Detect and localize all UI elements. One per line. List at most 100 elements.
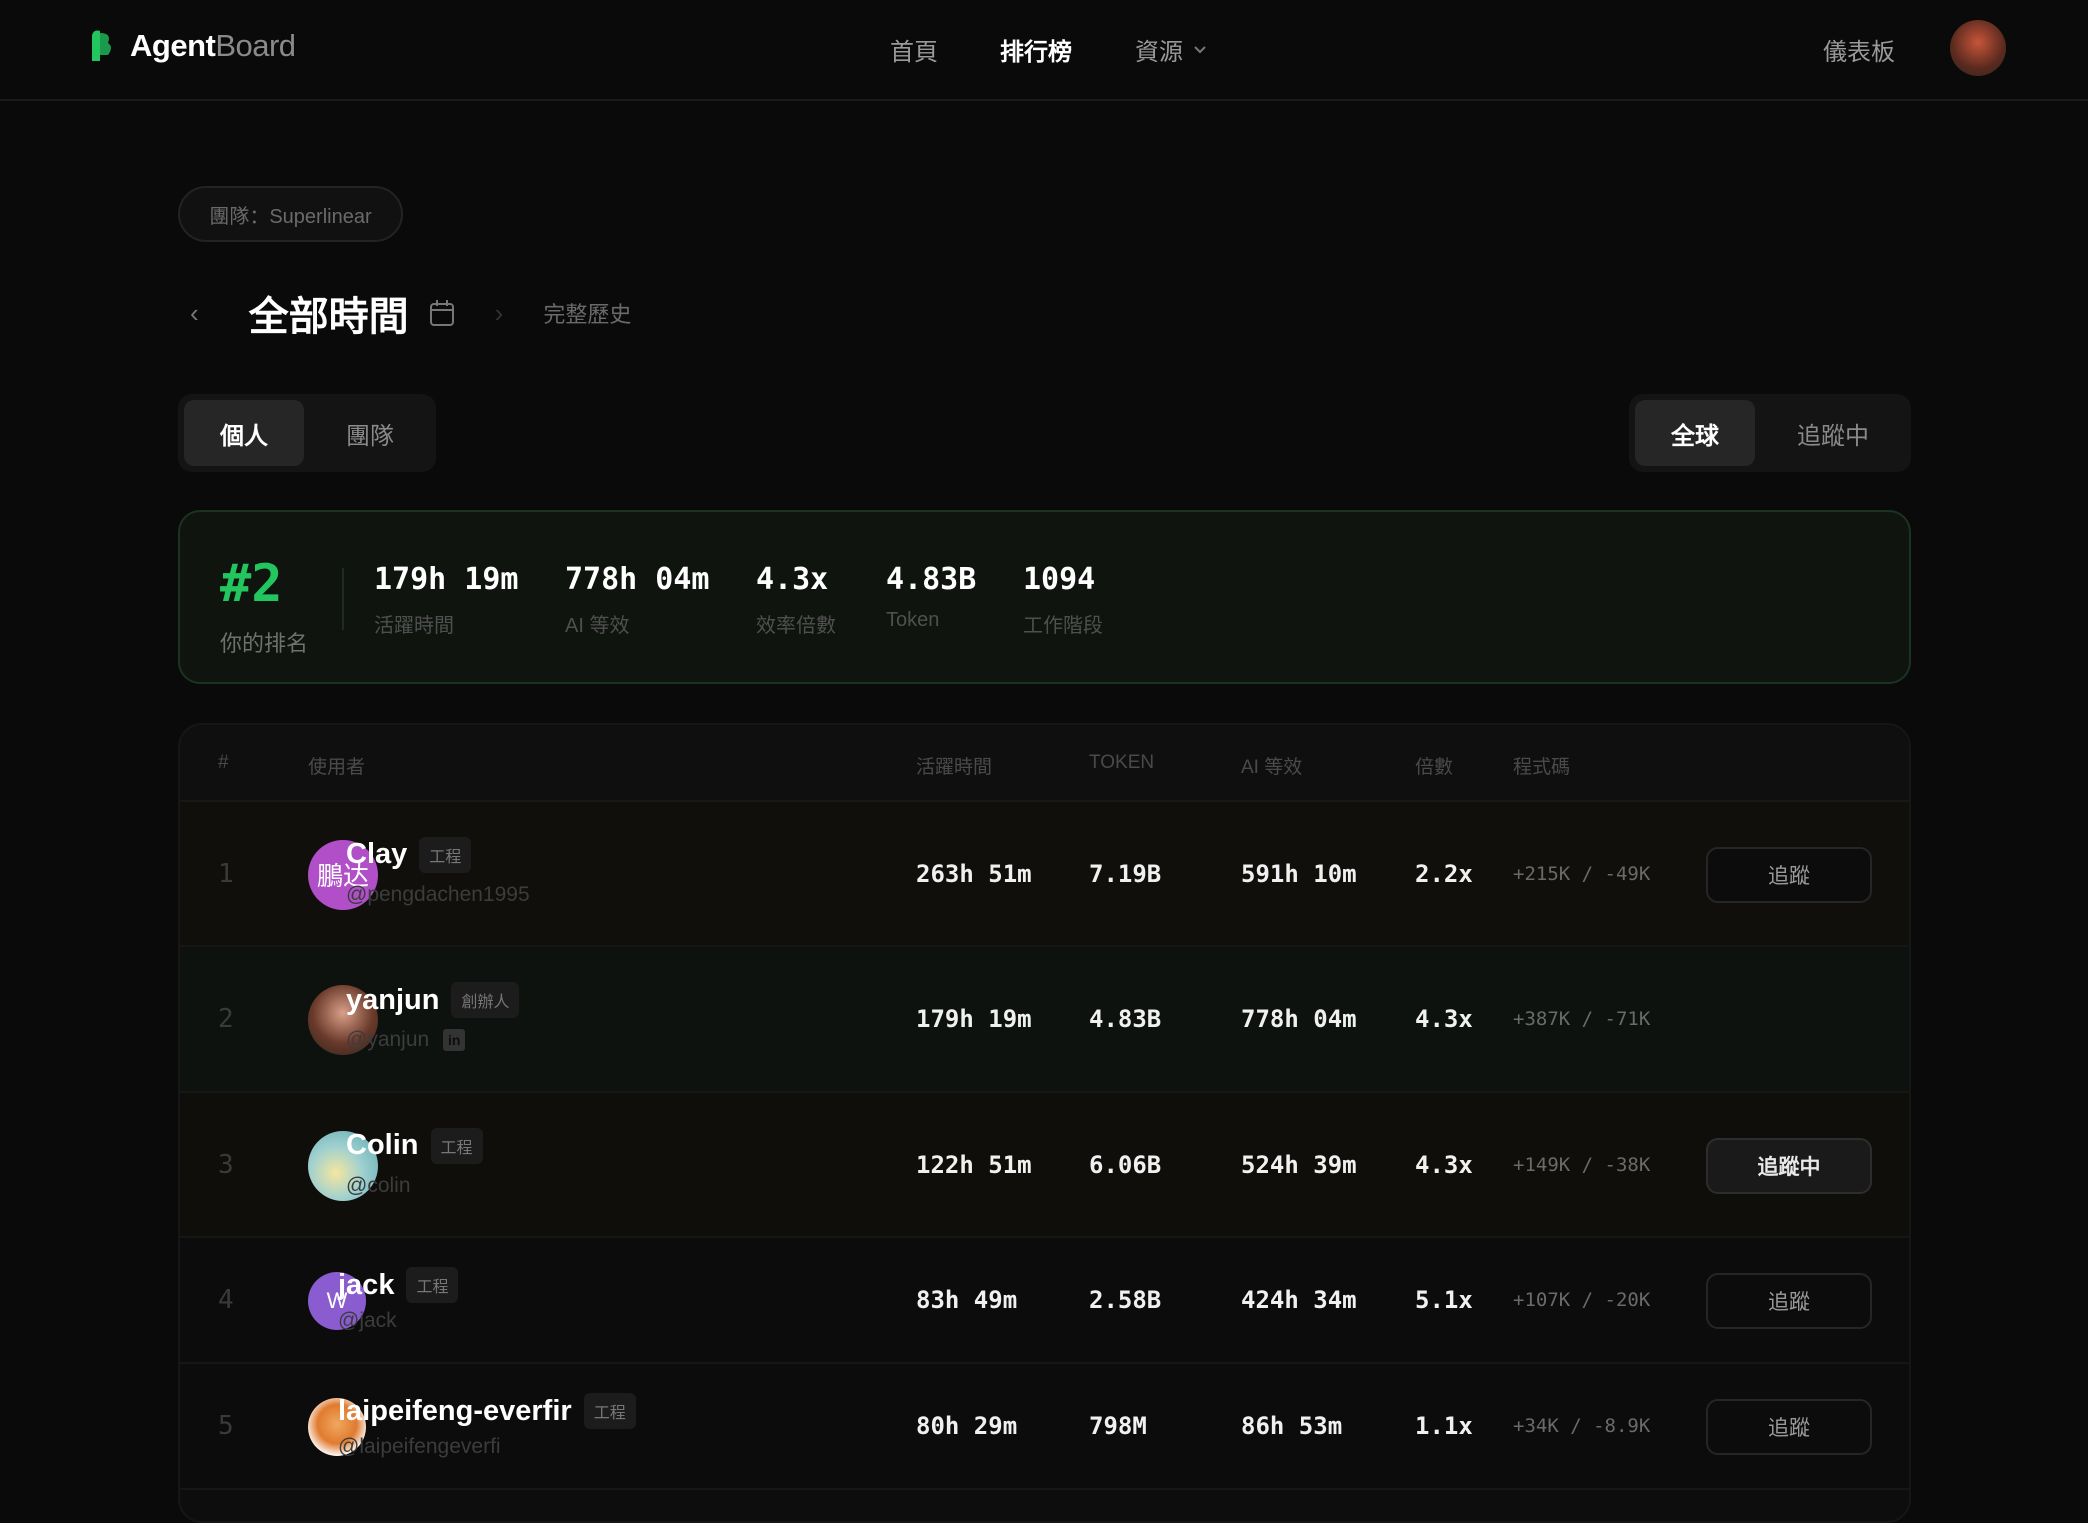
rank-number: 2 (218, 1004, 234, 1034)
nav-resources[interactable]: 資源 (1135, 32, 1207, 67)
multiplier: 2.2x (1415, 859, 1473, 888)
nav-home[interactable]: 首頁 (890, 39, 938, 66)
calendar-icon[interactable] (429, 299, 455, 327)
tab-following[interactable]: 追蹤中 (1797, 422, 1869, 450)
code-diff: +34K / -8.9K (1513, 1415, 1651, 1437)
avatar[interactable] (308, 1398, 366, 1456)
avatar[interactable]: 鵬达 (308, 839, 378, 910)
user-name[interactable]: jack 工程 (338, 1267, 459, 1303)
tab-team[interactable]: 團隊 (346, 422, 394, 450)
user-name-text: jack (338, 1268, 395, 1301)
stat-value: 778h 04m (565, 562, 710, 597)
rank-number: 3 (218, 1149, 234, 1180)
role-tag: 創辦人 (451, 982, 520, 1018)
role-tag: 工程 (583, 1393, 636, 1429)
brand-name-light: Board (215, 28, 296, 63)
stat-ai-equivalent: 778h 04m AI 等效 (565, 562, 710, 638)
chevron-down-icon (1194, 45, 1206, 53)
code-diff: +107K / -20K (1513, 1289, 1651, 1311)
col-ai[interactable]: AI 等效 (1241, 757, 1303, 778)
user-name-text: Clay (346, 838, 408, 870)
nav-dashboard[interactable]: 儀表板 (1823, 39, 1895, 66)
rank-number: 1 (218, 858, 234, 889)
chevron-left-icon[interactable]: ‹ (190, 297, 199, 328)
following-button[interactable]: 追蹤中 (1706, 1137, 1872, 1194)
table-header: # 使用者 活躍時間 TOKEN AI 等效 倍數 程式碼 (180, 725, 1909, 802)
follow-button[interactable]: 追蹤 (1706, 1399, 1872, 1455)
top-nav: AgentBoard 首頁 排行榜 資源 儀表板 (0, 0, 2088, 101)
chevron-right-icon[interactable]: › (494, 297, 504, 328)
ai-equivalent: 778h 04m (1241, 1005, 1357, 1033)
user-avatar[interactable] (1950, 20, 2006, 76)
col-active[interactable]: 活躍時間 (916, 757, 993, 778)
logo-icon (92, 30, 111, 61)
user-name[interactable]: Colin 工程 (346, 1127, 483, 1164)
col-code[interactable]: 程式碼 (1513, 757, 1571, 778)
ai-equivalent: 524h 39m (1241, 1150, 1357, 1179)
token-count: 2.58B (1089, 1286, 1162, 1314)
token-count: 798M (1089, 1412, 1147, 1440)
role-tag: 工程 (406, 1267, 459, 1303)
my-rank-value: #2 (220, 554, 283, 614)
active-time: 179h 19m (916, 1005, 1032, 1033)
brand-name: AgentBoard (130, 28, 296, 64)
stat-label: 效率倍數 (756, 615, 836, 637)
user-handle: @colin (346, 1174, 411, 1198)
user-handle-text: @laipeifengeverfi (338, 1435, 501, 1458)
table-row[interactable]: 3 Colin 工程 @colin 122h 51m 6.06B 524h 39m… (180, 1093, 1909, 1238)
table-row[interactable]: 2 yanjun 創辦人 @yanjun in 179h 19m 4.83B 778… (180, 947, 1909, 1093)
role-tag: 工程 (430, 1127, 483, 1164)
avatar[interactable]: W (308, 1272, 366, 1330)
tab-individual[interactable]: 個人 (184, 400, 304, 466)
stat-label: Token (886, 609, 940, 631)
table-row[interactable]: 5 laipeifeng-everfir 工程 @laipeifengeverfi… (180, 1364, 1909, 1490)
stat-multiplier: 4.3x 效率倍數 (756, 562, 836, 638)
linkedin-icon[interactable]: in (443, 1029, 466, 1051)
full-history-link[interactable]: 完整歷史 (543, 302, 632, 327)
user-handle-text: @colin (346, 1173, 411, 1197)
team-pill[interactable]: 團隊：Superlinear (178, 186, 403, 242)
user-handle-text: @pengdachen1995 (346, 882, 530, 906)
col-multiplier[interactable]: 倍數 (1415, 757, 1454, 778)
nav-leaderboard[interactable]: 排行榜 (1000, 39, 1072, 66)
role-tag: 工程 (419, 836, 472, 873)
filter-tabs: 全球 追蹤中 (1629, 394, 1911, 472)
period-selector: ‹ 全部時間 › 完整歷史 (190, 285, 631, 341)
user-handle-text: @jack (338, 1309, 397, 1332)
table-row[interactable]: 1 鵬达 Clay 工程 @pengdachen1995 263h 51m 7.19… (180, 802, 1909, 947)
avatar[interactable] (308, 1130, 378, 1201)
user-name[interactable]: laipeifeng-everfir 工程 (338, 1393, 636, 1429)
follow-button[interactable]: 追蹤 (1706, 846, 1872, 903)
multiplier: 4.3x (1415, 1005, 1473, 1033)
stat-value: 4.3x (756, 562, 829, 597)
tab-global[interactable]: 全球 (1635, 400, 1755, 466)
stat-value: 4.83B (886, 562, 977, 597)
stat-label: 活躍時間 (374, 615, 454, 637)
stat-label: AI 等效 (565, 615, 630, 637)
leaderboard-table: # 使用者 活躍時間 TOKEN AI 等效 倍數 程式碼 1 鵬达 Clay 工程… (178, 723, 1911, 1523)
avatar[interactable] (308, 985, 378, 1055)
active-time: 83h 49m (916, 1286, 1018, 1314)
col-token[interactable]: TOKEN (1089, 752, 1155, 773)
token-count: 6.06B (1089, 1150, 1162, 1179)
page-title: 全部時間 (248, 295, 409, 339)
user-name[interactable]: Clay 工程 (346, 836, 472, 873)
logo[interactable]: AgentBoard (88, 28, 296, 64)
follow-button[interactable]: 追蹤 (1706, 1273, 1872, 1329)
user-name-text: yanjun (346, 983, 440, 1016)
active-time: 263h 51m (916, 859, 1032, 888)
multiplier: 1.1x (1415, 1412, 1473, 1440)
user-handle: @yanjun in (346, 1028, 466, 1052)
user-name-text: laipeifeng-everfir (338, 1394, 572, 1427)
token-count: 4.83B (1089, 1005, 1162, 1033)
user-handle: @pengdachen1995 (346, 883, 530, 907)
rank-number: 4 (218, 1285, 234, 1315)
rank-number: 5 (218, 1411, 234, 1441)
stat-token: 4.83B Token (886, 562, 976, 632)
table-row[interactable]: 4 W jack 工程 @jack 83h 49m 2.58B 424h 34m 5… (180, 1238, 1909, 1364)
user-handle: @laipeifengeverfi (338, 1435, 501, 1459)
user-name[interactable]: yanjun 創辦人 (346, 982, 520, 1018)
col-rank: # (218, 752, 229, 773)
ai-equivalent: 424h 34m (1241, 1286, 1357, 1314)
user-handle-text: @yanjun (346, 1028, 430, 1051)
